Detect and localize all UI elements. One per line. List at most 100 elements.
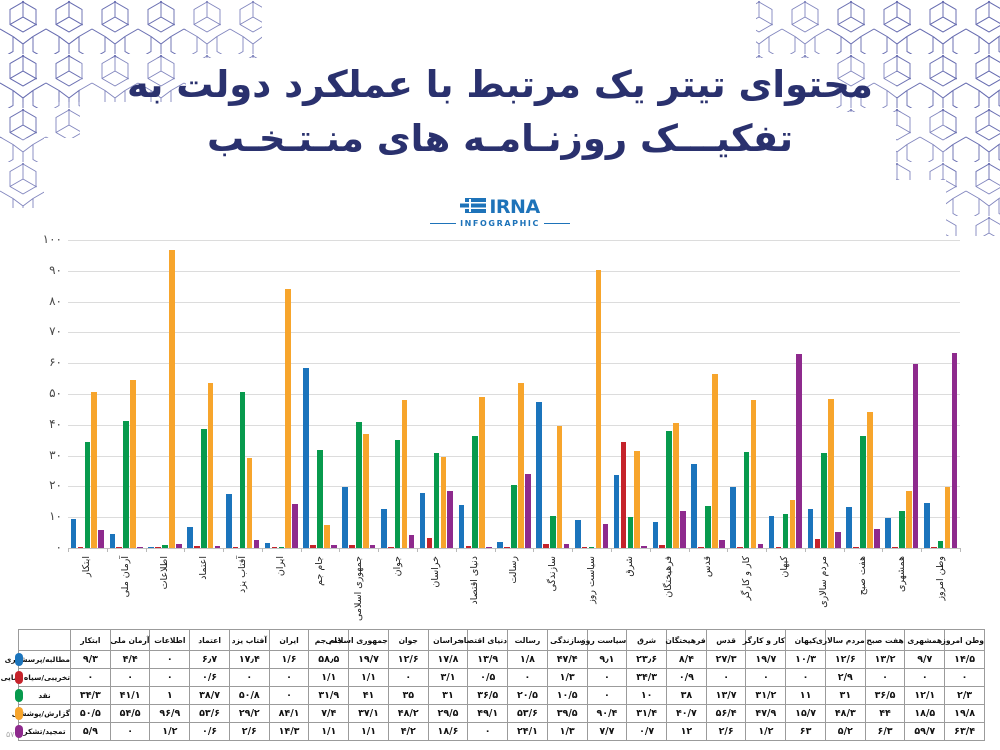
data-table: ابتکار آرمان ملی اطلاعات اعتماد آفتاب یزد ایر… [1, 629, 985, 741]
table-value-cell: ۰ [904, 668, 946, 687]
table-value-cell: ۴۷/۹ [745, 704, 787, 723]
table-column-header: کیهان [785, 629, 826, 651]
table-value-cell: ۳/۱ [427, 668, 469, 687]
table-column-header: جوان [387, 629, 429, 651]
table-value-cell: ۴۹/۱ [467, 704, 509, 723]
table-column-header: شرق [626, 629, 668, 651]
x-axis-label: هفت صبح [857, 556, 869, 596]
title-line-2: تفکیـــک روزنـامـه های منـتـخـب [207, 116, 793, 160]
bar [718, 540, 725, 548]
table-value-cell: ۳۶/۵ [467, 686, 509, 705]
table-value-cell: ۰ [387, 668, 429, 687]
x-axis-tick [378, 548, 380, 552]
x-axis-label: کار و کارگر [740, 556, 752, 601]
bar [666, 430, 672, 548]
table-value-cell: ۲۷/۳ [705, 650, 747, 669]
table-column-header: جام جم [308, 629, 350, 651]
table-value-cell: ۱/۲ [149, 722, 191, 741]
x-axis-label: اعتماد [197, 556, 209, 580]
x-axis-tick [300, 548, 302, 552]
table-value-cell: ۰/۵ [467, 668, 509, 687]
bar [595, 269, 602, 548]
x-axis-tick [106, 548, 108, 552]
irna-logo: IRNA INFOGRAPHIC [0, 196, 1000, 228]
bar [200, 428, 207, 548]
bar [187, 527, 193, 548]
bar [458, 505, 465, 548]
x-axis-label: فرهیختگان [663, 556, 675, 598]
table-value-cell: ۱۸/۶ [427, 722, 469, 741]
table-row: تمجید/تشکر ۵/۹ ۰ ۱/۲ ۰/۶ ۲/۶ ۱۴/۳ ۱/۱ ۱/۱ ۴/۲ ۱۸/۶… [15, 722, 985, 741]
y-axis-tick-label: ۰ [55, 540, 62, 554]
table-value-cell: ۲/۳ [944, 686, 985, 705]
table-value-cell: ۲۳٫۶ [626, 650, 668, 669]
table-value-cell: ۳۴/۳ [626, 668, 668, 687]
series-color-chip [15, 725, 23, 738]
table-value-cell: ۱/۸ [507, 650, 548, 669]
bar [342, 487, 348, 548]
bar [549, 515, 556, 548]
bar [796, 353, 803, 548]
gridline [68, 240, 960, 241]
bar [673, 422, 679, 548]
series-label: مطالبه/پرسشگری [4, 655, 70, 664]
bar [232, 547, 239, 548]
table-value-cell: ۱/۳ [546, 722, 588, 741]
x-axis-tick [843, 548, 845, 552]
y-axis-tick-label: ۷۰ [49, 324, 62, 339]
bar [698, 547, 704, 548]
logo-divider-left [430, 223, 457, 224]
table-value-cell: ۱ [149, 686, 191, 705]
table-value-cell: ۲/۶ [705, 722, 747, 741]
x-axis-tick [960, 548, 961, 552]
table-value-cell: ۴۸/۳ [824, 704, 866, 723]
x-axis-tick [494, 548, 496, 552]
table-value-cell: ۸۴/۱ [268, 704, 310, 723]
bar [782, 514, 789, 548]
x-axis-tick [882, 548, 884, 552]
table-value-cell: ۱۲/۶ [824, 650, 866, 669]
table-value-cell: ۹/۷ [904, 650, 946, 669]
bar [331, 544, 337, 548]
table-value-cell: ۴۱/۱ [109, 686, 151, 705]
table-value-cell: ۸/۴ [666, 650, 707, 669]
table-value-cell: ۱/۱ [308, 668, 350, 687]
bar [303, 367, 310, 548]
table-value-cell: ۰ [467, 722, 509, 741]
table-value-cell: ۰ [228, 668, 270, 687]
table-value-cell: ۱۷٫۴ [228, 650, 270, 669]
x-axis-label: قدس [701, 556, 713, 578]
bar [214, 546, 221, 548]
table-value-cell: ۰ [109, 668, 151, 687]
y-axis-tick-label: ۱۰۰ [42, 232, 62, 246]
table-column-header: مردم سالاری [816, 629, 866, 651]
bar [116, 547, 123, 548]
bar [924, 503, 930, 548]
bar [563, 544, 570, 548]
table-value-cell: ۱۹/۷ [745, 650, 787, 669]
table-column-header: سیاست روز [581, 629, 628, 651]
table-value-cell: ۵۴/۵ [109, 704, 151, 723]
table-value-cell: ۰ [586, 686, 628, 705]
bar [867, 412, 873, 548]
bar [394, 440, 401, 548]
x-axis-tick [688, 548, 690, 552]
bar-chart: ۱۰۰ ۹۰ ۸۰ ۷۰ ۶۰ ۵۰ ۴۰ ۳۰ ۲۰ ۱۰ ۰ ابتکار آرمان ملی اطل… [43, 232, 961, 621]
table-value-cell: ۰ [268, 686, 310, 705]
x-axis-label: سیاست روز [585, 556, 597, 604]
bar [874, 528, 880, 548]
table-column-header: ابتکار [70, 629, 111, 651]
bar [775, 547, 782, 548]
table-value-cell: ۱۳/۲ [864, 650, 906, 669]
table-column-header: فرهیختگان [665, 629, 707, 651]
bar [634, 451, 641, 548]
bar [860, 435, 866, 548]
bar [77, 547, 84, 548]
table-value-cell: ۳۸ [666, 686, 707, 705]
bar [419, 493, 426, 548]
bar [292, 503, 298, 548]
bar [892, 547, 898, 548]
bar [680, 511, 686, 548]
bar [317, 449, 323, 548]
table-value-cell: ۹٫۱ [586, 650, 628, 669]
